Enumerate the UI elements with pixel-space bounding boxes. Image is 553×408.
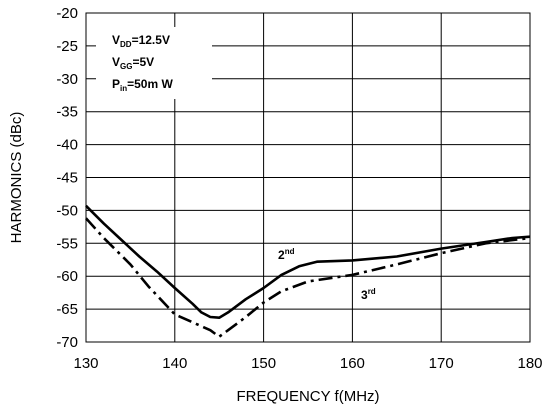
series-label-3rd: 3rd: [361, 287, 376, 302]
condition-vdd: VDD=12.5V: [112, 33, 170, 49]
x-tick-label: 130: [73, 355, 98, 372]
condition-pin: Pin=50m W: [112, 77, 173, 93]
x-tick-label: 160: [340, 355, 365, 372]
x-tick-labels: 130 140 150 160 170 180: [73, 355, 542, 372]
y-tick-label: -55: [56, 235, 78, 252]
y-tick-label: -35: [56, 104, 78, 121]
y-tick-label: -65: [56, 301, 78, 318]
y-tick-label: -50: [56, 202, 78, 219]
series-line-2nd: [85, 204, 531, 320]
y-tick-label: -60: [56, 268, 78, 285]
y-tick-label: -25: [56, 38, 78, 55]
y-tick-label: -20: [56, 5, 78, 22]
x-tick-label: 140: [162, 355, 187, 372]
y-axis-label: HARMONICS (dBc): [8, 112, 25, 244]
plot-frame: [85, 12, 531, 343]
y-tick-label: -40: [56, 137, 78, 154]
conditions-legend: VDD=12.5V VGG=5V Pin=50m W: [96, 27, 212, 99]
series-line-3rd: [85, 217, 531, 339]
x-axis-label: FREQUENCY f(MHz): [236, 388, 379, 405]
y-tick-label: -30: [56, 71, 78, 88]
y-tick-label: -45: [56, 170, 78, 187]
series-label-2nd: 2nd: [278, 247, 295, 262]
condition-vgg: VGG=5V: [112, 55, 154, 71]
x-tick-label: 150: [251, 355, 276, 372]
x-tick-label: 170: [429, 355, 454, 372]
series-group: [85, 204, 531, 339]
conditions-box: [96, 27, 212, 99]
y-tick-labels: -20 -25 -30 -35 -40 -45 -50 -55 -60 -65 -70: [56, 5, 78, 351]
x-tick-label: 180: [517, 355, 542, 372]
y-tick-label: -70: [56, 334, 78, 351]
